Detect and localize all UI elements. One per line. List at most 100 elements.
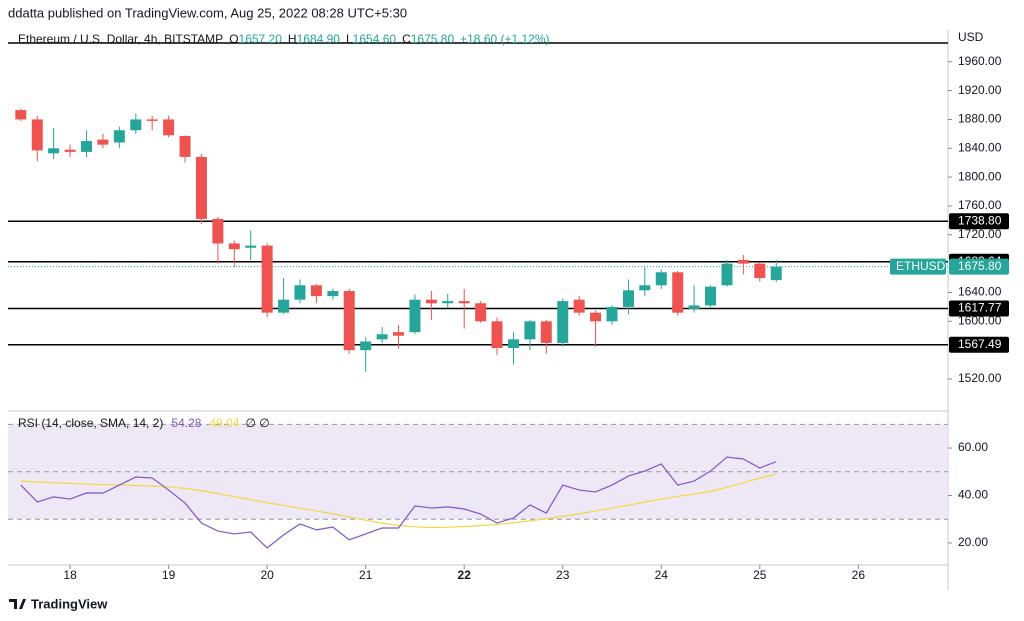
- legend-item: Ethereum / U.S. Dollar, 4h, BITSTAMP: [18, 32, 223, 46]
- candle-body: [15, 110, 27, 120]
- candle-body: [195, 156, 207, 219]
- x-tick-label: 26: [852, 568, 866, 582]
- legend: RSI (14, close, SMA, 14, 2) 54.28 49.04 ∅ ∅: [18, 416, 270, 430]
- y-tick-label: 1840.00: [958, 140, 1002, 154]
- y-tick-label: 1920.00: [958, 83, 1002, 97]
- level-tag: [949, 336, 1009, 353]
- candle-body: [130, 119, 142, 131]
- published-note: ddatta published on TradingView.com, Aug…: [8, 5, 407, 20]
- level-tag: [949, 300, 1009, 317]
- legend-key: C: [402, 32, 411, 46]
- x-tick-label: 23: [556, 568, 570, 582]
- y-tick-label: 40.00: [958, 488, 988, 502]
- candle-body: [278, 299, 290, 313]
- legend-key: O: [229, 32, 238, 46]
- rsi-line: [20, 456, 777, 549]
- legend-value: 49.04: [209, 416, 239, 430]
- candle-body: [524, 321, 536, 340]
- candle-body: [458, 301, 470, 304]
- level-tag: [949, 213, 1009, 230]
- y-tick-label: 1960.00: [958, 54, 1002, 68]
- candle-body: [721, 263, 733, 286]
- candle-body: [688, 305, 700, 310]
- y-tick-label: 1520.00: [958, 371, 1002, 385]
- candle-body: [245, 245, 257, 248]
- axis-unit: USD: [958, 30, 984, 44]
- candle-body: [212, 218, 224, 244]
- candle-body: [770, 266, 782, 281]
- candle-body: [376, 334, 388, 340]
- level-label: 1617.77: [958, 301, 1002, 315]
- candle-body: [622, 290, 634, 307]
- candle-body: [327, 291, 339, 297]
- x-tick-label: 20: [260, 568, 274, 582]
- level-label: 1567.49: [958, 337, 1002, 351]
- candle-body: [540, 321, 552, 343]
- legend-value: 1654.60: [353, 32, 397, 46]
- candle-body: [343, 291, 355, 351]
- level-label: 1738.80: [958, 213, 1002, 227]
- legend-change: +18.60 (+1.12%): [460, 32, 549, 46]
- candle-body: [705, 286, 717, 306]
- x-tick-label: 25: [753, 568, 767, 582]
- y-tick-label: 20.00: [958, 535, 988, 549]
- legend-item: RSI (14, close, SMA, 14, 2): [18, 416, 163, 430]
- candle-body: [113, 130, 125, 143]
- brand-logo: TradingView: [9, 596, 108, 611]
- x-tick-label: 21: [359, 568, 373, 582]
- legend-key: L: [346, 32, 353, 46]
- candle-body: [606, 306, 618, 322]
- candle-body: [261, 245, 273, 313]
- candle-body: [48, 148, 60, 154]
- candle-body: [491, 321, 503, 348]
- candle-body: [475, 303, 487, 322]
- candle-body: [409, 299, 421, 333]
- legend-extra: ∅ ∅: [245, 416, 269, 430]
- legend-value: 1675.80: [411, 32, 455, 46]
- candle-body: [360, 341, 372, 351]
- candle-body: [754, 263, 766, 279]
- legend-value: 54.28: [171, 416, 201, 430]
- candle-body: [81, 141, 93, 152]
- candle-body: [655, 272, 667, 286]
- last-price-name-tag: [890, 258, 946, 275]
- legend-value: 1657.20: [239, 32, 283, 46]
- candle-body: [392, 332, 404, 336]
- legend-value: 1684.90: [297, 32, 341, 46]
- candle-body: [557, 301, 569, 343]
- y-tick-label: 1720.00: [958, 227, 1002, 241]
- candle-body: [294, 285, 306, 300]
- candle-body: [507, 339, 519, 348]
- last-price-name: ETHUSD: [896, 259, 946, 273]
- legend: Ethereum / U.S. Dollar, 4h, BITSTAMP O165…: [18, 32, 550, 46]
- y-tick-label: 60.00: [958, 440, 988, 454]
- candle-body: [672, 272, 684, 313]
- candle-body: [310, 285, 322, 297]
- y-tick-label: 1640.00: [958, 285, 1002, 299]
- last-price-tag: [949, 258, 1009, 275]
- candle-body: [425, 299, 437, 304]
- y-tick-label: 1800.00: [958, 169, 1002, 183]
- x-tick-label: 19: [162, 568, 176, 582]
- candle-body: [228, 243, 240, 250]
- candle-body: [179, 136, 191, 157]
- y-tick-label: 1760.00: [958, 198, 1002, 212]
- candle-body: [442, 301, 454, 304]
- candle-body: [146, 119, 158, 121]
- legend-key: H: [288, 32, 297, 46]
- candle-body: [31, 119, 43, 151]
- last-price-label: 1675.80: [958, 259, 1002, 273]
- candle-body: [737, 260, 749, 264]
- candle-body: [163, 119, 175, 136]
- x-tick-label: 18: [63, 568, 77, 582]
- x-tick-label: 24: [655, 568, 669, 582]
- candle-body: [639, 285, 651, 291]
- x-tick-label: 22: [458, 568, 472, 582]
- rsi-line: [20, 473, 777, 529]
- brand: TradingView: [31, 596, 108, 611]
- candle-body: [64, 149, 76, 152]
- candle-body: [573, 299, 585, 313]
- y-tick-label: 1600.00: [958, 313, 1002, 327]
- candle-body: [97, 139, 109, 145]
